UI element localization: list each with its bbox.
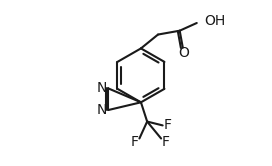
Text: N: N: [97, 103, 107, 117]
Text: OH: OH: [205, 14, 226, 28]
Text: F: F: [162, 135, 170, 149]
Text: N: N: [97, 82, 107, 95]
Text: F: F: [163, 118, 171, 132]
Text: O: O: [178, 46, 189, 60]
Text: F: F: [131, 135, 139, 149]
